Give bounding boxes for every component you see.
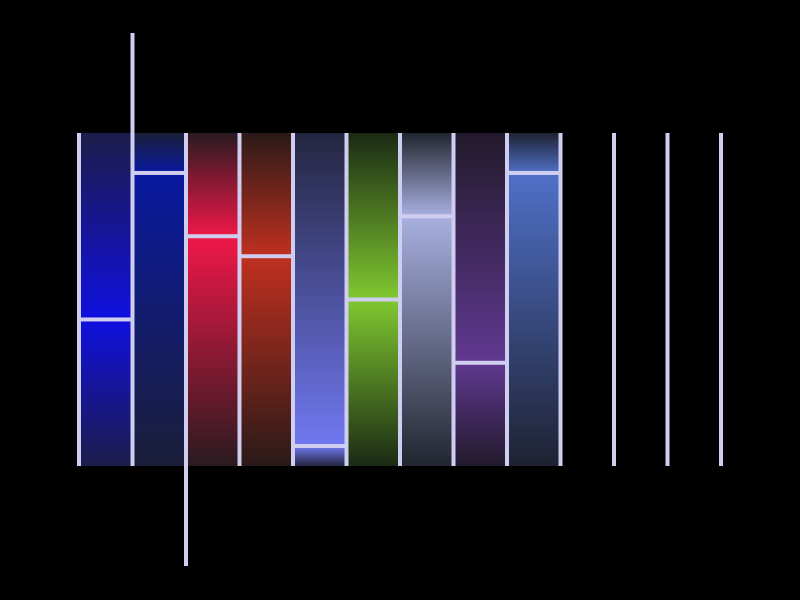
divider-3 bbox=[237, 133, 242, 466]
column-2-level-marker bbox=[134, 170, 184, 175]
column-4-fill bbox=[239, 133, 293, 466]
column-8-fill bbox=[453, 133, 507, 466]
divider-5 bbox=[344, 133, 349, 466]
column-3-level-marker bbox=[188, 234, 238, 239]
column-9-fill bbox=[507, 133, 561, 466]
divider-12 bbox=[719, 133, 723, 466]
column-9-level-marker bbox=[509, 170, 559, 175]
column-8-level-marker bbox=[455, 360, 505, 365]
column-4-level-marker bbox=[241, 254, 291, 259]
divider-8 bbox=[505, 133, 509, 466]
divider-2 bbox=[184, 133, 188, 566]
column-6-level-marker bbox=[348, 297, 398, 302]
divider-11 bbox=[665, 133, 670, 466]
column-dividers bbox=[77, 33, 723, 566]
column-2-fill bbox=[132, 133, 186, 466]
column-5-level-marker bbox=[295, 444, 345, 449]
divider-4 bbox=[291, 133, 295, 466]
divider-6 bbox=[398, 133, 402, 466]
divider-7 bbox=[451, 133, 456, 466]
column-5-fill bbox=[293, 133, 347, 466]
column-3-fill bbox=[186, 133, 240, 466]
column-7-fill bbox=[400, 133, 454, 466]
column-1-level-marker bbox=[81, 317, 131, 322]
level-markers bbox=[81, 170, 559, 449]
column-7-level-marker bbox=[402, 214, 452, 219]
divider-0 bbox=[77, 133, 81, 466]
divider-9 bbox=[558, 133, 563, 466]
divider-1 bbox=[130, 33, 135, 466]
column-1-fill bbox=[79, 133, 133, 466]
divider-10 bbox=[612, 133, 616, 466]
column-fills bbox=[79, 133, 561, 466]
